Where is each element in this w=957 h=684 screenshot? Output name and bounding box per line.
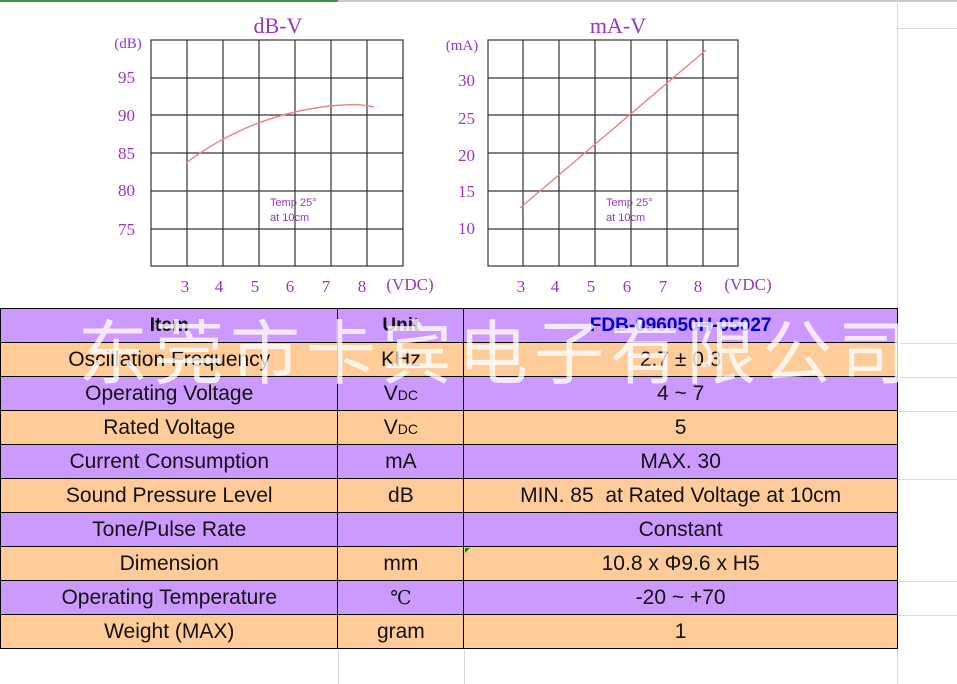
spec-table: Item Unit FDB-096050H-05027 Oscillation … xyxy=(0,308,898,649)
cell-value[interactable]: 10.8 x Φ9.6 x H5 xyxy=(463,546,898,581)
header-model[interactable]: FDB-096050H-05027 xyxy=(463,308,898,343)
svg-text:4: 4 xyxy=(551,277,560,296)
table-header-row: Item Unit FDB-096050H-05027 xyxy=(0,308,898,343)
cell-item[interactable]: Oscillation Frequency xyxy=(0,342,339,377)
cell-value[interactable]: MIN. 85 at Rated Voltage at 10cm xyxy=(463,478,898,513)
svg-text:8: 8 xyxy=(694,277,703,296)
ma-line xyxy=(519,49,707,209)
svg-text:95: 95 xyxy=(118,68,135,87)
x-axis-label: (VDC) xyxy=(386,275,433,294)
svg-text:Temp 25°: Temp 25° xyxy=(270,197,317,209)
cell-unit[interactable]: VDC xyxy=(337,376,465,411)
sheet-gridline xyxy=(897,0,898,684)
svg-text:10: 10 xyxy=(458,219,475,238)
header-item[interactable]: Item xyxy=(0,308,339,343)
cell-item[interactable]: Sound Pressure Level xyxy=(0,478,339,513)
chart-title: dB-V xyxy=(254,13,303,38)
table-row: Operating Temperature ℃ -20 ~ +70 xyxy=(0,580,898,615)
svg-text:7: 7 xyxy=(659,277,668,296)
ma-v-chart: mA-V (mA) 30 25 20 15 10 3 4 5 6 7 8 (VD… xyxy=(430,0,780,300)
cell-value[interactable]: Constant xyxy=(463,512,898,547)
db-curve xyxy=(185,104,375,164)
cell-item[interactable]: Operating Voltage xyxy=(0,376,339,411)
table-row: Current Consumption mA MAX. 30 xyxy=(0,444,898,479)
cell-item[interactable]: Dimension xyxy=(0,546,339,581)
sheet-gridline xyxy=(338,650,339,684)
header-unit[interactable]: Unit xyxy=(337,308,465,343)
svg-text:8: 8 xyxy=(358,277,367,296)
cell-item[interactable]: Operating Temperature xyxy=(0,580,339,615)
x-axis-label: (VDC) xyxy=(724,275,771,294)
svg-text:at 10cm: at 10cm xyxy=(606,212,645,224)
svg-text:3: 3 xyxy=(517,277,526,296)
cell-item[interactable]: Current Consumption xyxy=(0,444,339,479)
table-row: Sound Pressure Level dB MIN. 85 at Rated… xyxy=(0,478,898,513)
svg-text:7: 7 xyxy=(322,277,331,296)
svg-text:at 10cm: at 10cm xyxy=(270,212,309,224)
svg-text:25: 25 xyxy=(458,109,475,128)
cell-value[interactable]: 1 xyxy=(463,614,898,649)
cell-value[interactable]: 4 ~ 7 xyxy=(463,376,898,411)
svg-text:5: 5 xyxy=(587,277,596,296)
table-row: Dimension mm 10.8 x Φ9.6 x H5 xyxy=(0,546,898,581)
sheet-gridline xyxy=(464,650,465,684)
cell-unit[interactable] xyxy=(337,512,465,547)
selected-column-indicator xyxy=(0,0,338,2)
table-row: Rated Voltage VDC 5 xyxy=(0,410,898,445)
cell-item[interactable]: Tone/Pulse Rate xyxy=(0,512,339,547)
cell-value[interactable]: 2.7 ± 0.3 xyxy=(463,342,898,377)
svg-text:30: 30 xyxy=(458,71,475,90)
cell-item[interactable]: Weight (MAX) xyxy=(0,614,339,649)
svg-text:3: 3 xyxy=(181,277,190,296)
cell-value[interactable]: -20 ~ +70 xyxy=(463,580,898,615)
sheet-gridline xyxy=(898,411,957,412)
svg-text:20: 20 xyxy=(458,146,475,165)
svg-text:Temp 25°: Temp 25° xyxy=(606,197,653,209)
y-axis-label: (dB) xyxy=(114,36,142,52)
table-row: Oscillation Frequency KHz 2.7 ± 0.3 xyxy=(0,342,898,377)
svg-text:4: 4 xyxy=(215,277,224,296)
cell-unit[interactable]: mm xyxy=(337,546,465,581)
sheet-gridline xyxy=(898,377,957,378)
table-row: Operating Voltage VDC 4 ~ 7 xyxy=(0,376,898,411)
svg-text:5: 5 xyxy=(251,277,260,296)
svg-text:15: 15 xyxy=(458,182,475,201)
svg-text:80: 80 xyxy=(118,181,135,200)
cell-unit[interactable]: KHz xyxy=(337,342,465,377)
y-axis-label: (mA) xyxy=(446,38,479,54)
cell-unit[interactable]: ℃ xyxy=(337,580,465,615)
sheet-gridline xyxy=(898,28,957,29)
svg-text:75: 75 xyxy=(118,220,135,239)
sheet-gridline xyxy=(898,479,957,480)
sheet-gridline xyxy=(898,581,957,582)
svg-text:85: 85 xyxy=(118,144,135,163)
cell-unit[interactable]: VDC xyxy=(337,410,465,445)
svg-text:6: 6 xyxy=(286,277,295,296)
cell-unit[interactable]: mA xyxy=(337,444,465,479)
svg-text:90: 90 xyxy=(118,106,135,125)
svg-text:6: 6 xyxy=(623,277,632,296)
table-row: Tone/Pulse Rate Constant xyxy=(0,512,898,547)
cell-item[interactable]: Rated Voltage xyxy=(0,410,339,445)
table-row: Weight (MAX) gram 1 xyxy=(0,614,898,649)
db-v-chart: dB-V (dB) 95 90 85 80 75 3 4 5 6 7 8 (VD… xyxy=(100,0,440,300)
cell-unit[interactable]: gram xyxy=(337,614,465,649)
cell-comment-marker xyxy=(465,548,470,553)
cell-unit[interactable]: dB xyxy=(337,478,465,513)
cell-value[interactable]: 5 xyxy=(463,410,898,445)
sheet-gridline xyxy=(898,343,957,344)
sheet-gridline xyxy=(898,615,957,616)
header-border xyxy=(338,0,957,2)
cell-value[interactable]: MAX. 30 xyxy=(463,444,898,479)
chart-title: mA-V xyxy=(590,13,646,38)
